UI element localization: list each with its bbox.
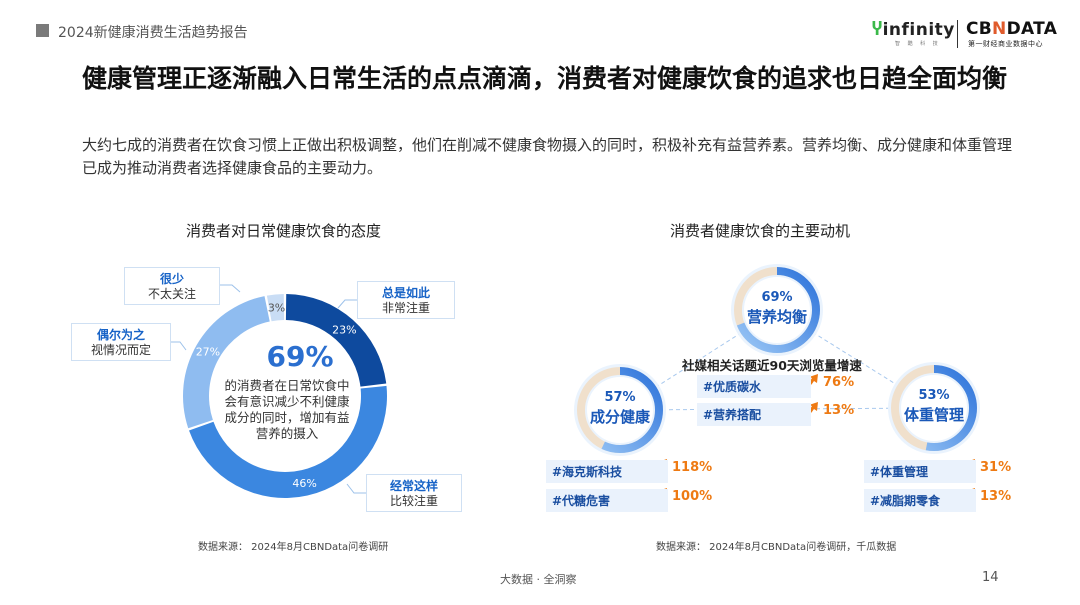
donut-chart-title: 消费者对日常健康饮食的态度 bbox=[186, 222, 382, 240]
callout-line bbox=[337, 299, 357, 309]
cbndata-logo-sub: 第一财经商业数据中心 bbox=[968, 40, 1043, 48]
subline: 大约七成的消费者在饮食习惯上正做出积极调整，他们在削减不健康食物摄入的同时，积极… bbox=[82, 136, 1013, 177]
donut-slice bbox=[182, 296, 270, 429]
donut-center-line: 成分的同时，增加有益 bbox=[224, 410, 350, 425]
donut-slice bbox=[285, 294, 387, 387]
motive-ring bbox=[577, 367, 663, 453]
donut-slice-label: 46% bbox=[292, 477, 316, 490]
motive-core bbox=[587, 377, 653, 443]
motive-core bbox=[901, 375, 967, 441]
callout-strong: 很少 bbox=[159, 272, 184, 286]
infinity-logo-sub: 智 酷 科 技 bbox=[895, 41, 941, 47]
motive-core bbox=[744, 277, 810, 343]
topic-growth: 76% bbox=[823, 375, 855, 390]
motive-ring bbox=[734, 267, 820, 353]
callout-strong: 经常这样 bbox=[389, 479, 438, 493]
callout-often: 经常这样 比较注重 bbox=[366, 474, 462, 512]
callout-always: 总是如此 非常注重 bbox=[357, 281, 455, 319]
donut-slice bbox=[189, 385, 387, 498]
callout-rarely: 很少 不太关注 bbox=[124, 267, 220, 305]
topic-tag: #海克斯科技 bbox=[546, 460, 668, 483]
headline: 健康管理正逐渐融入日常生活的点点滴滴，消费者对健康饮食的追求也日趋全面均衡 bbox=[82, 64, 1008, 93]
donut-slice-label: 27% bbox=[196, 346, 220, 359]
donut-center-value: 69% bbox=[266, 340, 334, 373]
callout-line bbox=[346, 483, 366, 494]
callout-label: 视情况而定 bbox=[90, 343, 151, 357]
footer-slogan: 大数据 · 全洞察 bbox=[500, 573, 577, 586]
callout-label: 不太关注 bbox=[147, 287, 196, 301]
topic-tag: #代糖危害 bbox=[546, 489, 668, 512]
logo-divider bbox=[957, 20, 958, 48]
callout-strong: 偶尔为之 bbox=[96, 328, 145, 342]
donut-slice bbox=[266, 294, 285, 322]
motive-label: 体重管理 bbox=[903, 406, 964, 424]
topic-tag: #减脂期零食 bbox=[864, 489, 976, 512]
topic-tag: #体重管理 bbox=[864, 460, 976, 483]
motive-source: 数据来源： 2024年8月CBNData问卷调研，千瓜数据 bbox=[656, 542, 897, 553]
donut-center-line: 营养的摄入 bbox=[255, 426, 319, 441]
topic-growth: 100% bbox=[672, 489, 713, 504]
topic-growth: 118% bbox=[672, 460, 713, 475]
motive-value: 57% bbox=[604, 390, 636, 405]
report-title: 2024新健康消费生活趋势报告 bbox=[58, 25, 248, 41]
donut-center-line: 会有意识减少不利健康 bbox=[224, 394, 350, 409]
motive-ring bbox=[891, 365, 977, 451]
callout-strong: 总是如此 bbox=[381, 286, 430, 300]
topic-growth: 13% bbox=[980, 489, 1012, 504]
callout-line bbox=[220, 284, 241, 293]
donut-center-line: 的消费者在日常饮食中 bbox=[224, 378, 350, 393]
donut-chart: 23% 46% 27% 3% bbox=[182, 294, 387, 498]
report-square-icon bbox=[36, 24, 49, 37]
motive-label: 营养均衡 bbox=[746, 308, 807, 326]
callout-lines bbox=[171, 284, 366, 494]
motive-value: 69% bbox=[761, 290, 793, 305]
donut-source: 数据来源： 2024年8月CBNData问卷调研 bbox=[198, 542, 389, 553]
motive-label: 成分健康 bbox=[589, 408, 650, 426]
motive-network bbox=[574, 264, 980, 506]
motive-chart-title: 消费者健康饮食的主要动机 bbox=[670, 222, 851, 240]
callout-sometimes: 偶尔为之 视情况而定 bbox=[71, 323, 171, 361]
growth-title: 社媒相关话题近90天浏览量增速 bbox=[682, 358, 862, 373]
cbndata-logo: CBNDATA bbox=[966, 19, 1058, 39]
callout-label: 比较注重 bbox=[389, 494, 438, 508]
topic-growth: 13% bbox=[823, 403, 855, 418]
page-number: 14 bbox=[982, 570, 999, 585]
donut-slice-label: 23% bbox=[332, 324, 356, 337]
motive-value: 53% bbox=[918, 388, 950, 403]
callout-label: 非常注重 bbox=[381, 301, 430, 315]
donut-slice-label: 3% bbox=[268, 301, 285, 314]
topic-growth: 31% bbox=[980, 460, 1012, 475]
donut-center-text: 的消费者在日常饮食中 会有意识减少不利健康 成分的同时，增加有益 营养的摄入 bbox=[213, 378, 361, 442]
callout-line bbox=[171, 341, 187, 351]
infinity-logo: Ⴤinfinity bbox=[872, 20, 955, 40]
topic-tag: #营养搭配 bbox=[697, 403, 811, 426]
topic-tag: #优质碳水 bbox=[697, 375, 811, 398]
